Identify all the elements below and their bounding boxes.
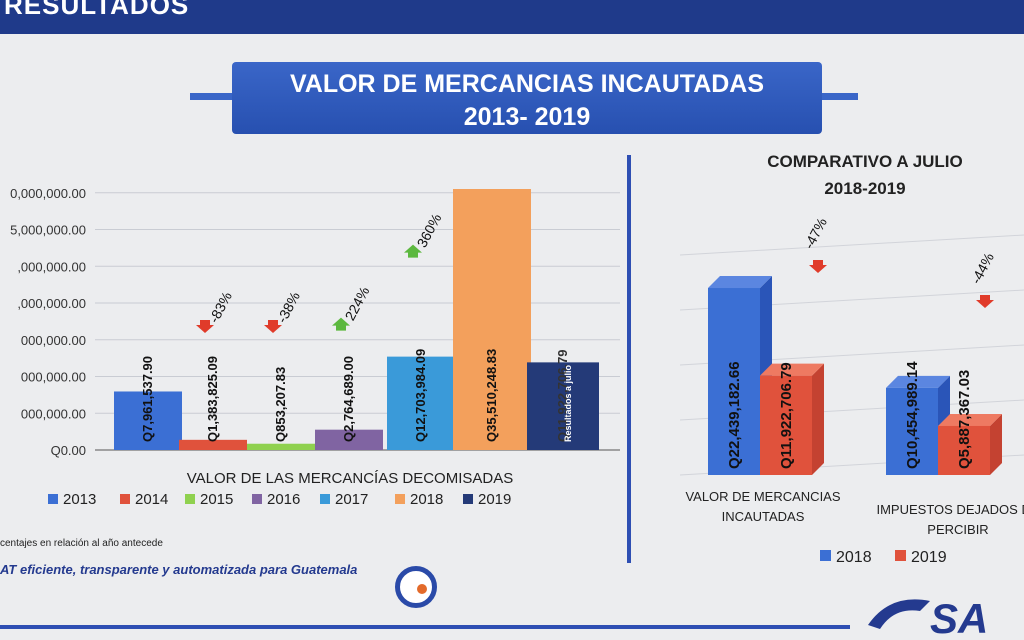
change-label: 224%: [342, 284, 373, 323]
legend-label: 2018: [836, 549, 872, 566]
slogan-part2: automatizada para Guatemala: [173, 562, 358, 577]
bar-2018: [886, 387, 938, 475]
y-tick-label: ,000,000.00: [17, 296, 86, 311]
logo-dot: [417, 584, 427, 594]
bar-value-label: Q12,703,984.09: [413, 349, 428, 442]
bar-value-label: Q853,207.83: [273, 367, 288, 442]
bar-value-label: Q22,439,182.66: [726, 361, 743, 469]
legend-swatch-2019: [463, 494, 473, 504]
legend-label: 2014: [135, 491, 168, 508]
legend-label: 2016: [267, 491, 300, 508]
title-decor-right: [820, 93, 858, 100]
legend-label: 2013: [63, 491, 96, 508]
bar-2016: [315, 429, 383, 450]
y-tick-label: 0,000,000.00: [10, 186, 86, 201]
legend-label: 2019: [911, 549, 947, 566]
y-tick-label: 000,000.00: [21, 406, 86, 421]
change-label: -47%: [801, 215, 830, 251]
bar-2018: [453, 188, 531, 450]
bar-top: [760, 363, 824, 376]
legend-swatch-2017: [320, 494, 330, 504]
bar-top: [886, 375, 950, 388]
bar-top: [938, 413, 1002, 426]
legend-swatch-2015: [185, 494, 195, 504]
legend-swatch-2014: [120, 494, 130, 504]
legend-swatch-2019: [895, 550, 906, 561]
category-label: VALOR DE MERCANCIAS: [685, 489, 840, 504]
slogan-part1: AT eficiente, transparente y: [0, 562, 174, 577]
arrow-down-icon: [196, 320, 214, 333]
comparison-title-line1: COMPARATIVO A JULIO: [767, 152, 963, 171]
category-label: IMPUESTOS DEJADOS DE: [876, 502, 1024, 517]
bar-2013: [114, 391, 182, 450]
legend-label: 2017: [335, 491, 368, 508]
comparison-title: COMPARATIVO A JULIO 2018-2019: [700, 148, 1024, 202]
bar-value-label: Q11,922,706.79: [778, 362, 795, 469]
legend-label: 2018: [410, 491, 443, 508]
circle-logo: [395, 566, 437, 608]
comparison-title-line2: 2018-2019: [824, 179, 906, 198]
bar-2015: [247, 443, 315, 450]
bar-value-label: Q2,764,689.00: [341, 356, 356, 442]
slogan: AT eficiente, transparente y automatizad…: [0, 562, 357, 577]
bar-2019: [527, 362, 599, 450]
legend-swatch-2013: [48, 494, 58, 504]
y-tick-label: 000,000.00: [21, 333, 86, 348]
y-tick-label: 000,000.00: [21, 370, 86, 385]
arrow-up-icon: [332, 317, 350, 331]
y-tick-label: ,000,000.00: [17, 259, 86, 274]
legend-swatch-2018: [820, 550, 831, 561]
arrow-down-icon: [976, 295, 994, 308]
bar-2018: [708, 288, 760, 475]
bar-2017: [387, 356, 455, 450]
arrow-down-icon: [809, 260, 827, 273]
bar-note: Resultados a julio: [563, 364, 573, 442]
gridline: [679, 234, 1024, 256]
title-decor-left: [190, 93, 235, 100]
section-title: RESULTADOS: [4, 0, 190, 20]
bar-value-label: Q10,454,989.14: [904, 361, 921, 469]
bar-side: [990, 413, 1002, 475]
slide-title: VALOR DE MERCANCIAS INCAUTADAS 2013- 201…: [232, 62, 822, 134]
vertical-divider: [627, 155, 631, 563]
y-tick-label: 5,000,000.00: [10, 223, 86, 238]
bar-2014: [179, 439, 247, 450]
bar-value-label: Q1,383,825.09: [205, 356, 220, 442]
legend-swatch-2016: [252, 494, 262, 504]
category-label: PERCIBIR: [927, 522, 988, 537]
bar-value-label: Q7,961,537.90: [140, 356, 155, 442]
x-axis-label: VALOR DE LAS MERCANCÍAS DECOMISADAS: [187, 470, 513, 487]
top-header-bar: RESULTADOS: [0, 0, 1024, 34]
legend-label: 2015: [200, 491, 233, 508]
bar-value-label: Q11,922,706.79: [555, 349, 570, 442]
change-label: -38%: [274, 289, 303, 325]
footnote: centajes en relación al año antecede: [0, 538, 163, 549]
legend-swatch-2018: [395, 494, 405, 504]
bar-2019: [938, 425, 990, 475]
change-label: 360%: [414, 211, 445, 250]
bar-side: [812, 363, 824, 475]
bottom-rule: [0, 625, 850, 629]
logo-swoosh: [868, 599, 930, 629]
change-label: -44%: [968, 250, 997, 286]
legend-label: 2019: [478, 491, 511, 508]
logo-text: SA: [930, 595, 988, 640]
comparison-bar-chart: Q22,439,182.66 Q10,454,989.14 Q11,922,706.…: [679, 215, 1024, 566]
bar-value-label: Q35,510,248.83: [484, 349, 499, 442]
main-bar-chart: Q0.00 000,000.00 000,000.00 000,000.00 ,000,…: [10, 186, 620, 508]
category-label: INCAUTADAS: [722, 509, 805, 524]
arrow-down-icon: [264, 320, 282, 333]
change-label: -83%: [206, 289, 235, 325]
bar-top: [708, 276, 772, 289]
arrow-up-icon: [404, 244, 422, 258]
slide-title-line2: 2013- 2019: [463, 103, 591, 131]
slide-title-line1: VALOR DE MERCANCIAS INCAUTADAS: [289, 70, 765, 98]
sat-logo: SA: [868, 595, 988, 640]
y-tick-label: Q0.00: [51, 443, 86, 458]
bar-value-label: Q5,887,367.03: [956, 370, 973, 469]
bar-2019: [760, 375, 812, 475]
